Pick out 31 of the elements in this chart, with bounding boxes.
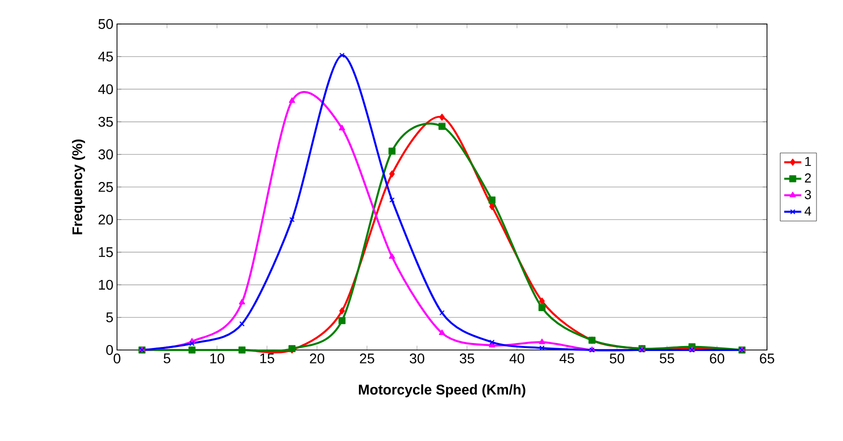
x-tick-label: 5 [164,354,170,364]
y-axis-title: Frequency (%) [72,139,86,234]
x-tick-label: 55 [660,354,674,364]
x-tick-label: 40 [510,354,524,364]
x-tick-label: 65 [760,354,774,364]
x-tick-label: 10 [210,354,224,364]
y-tick-label: 50 [98,19,113,29]
y-tick-label: 45 [98,52,113,62]
y-tick-label: 35 [98,116,113,127]
y-tick-label: 30 [98,149,113,160]
legend-label: 2 [804,173,811,182]
legend-label: 3 [804,190,811,200]
x-tick-label: 50 [610,354,624,364]
y-tick-label: 25 [98,182,113,192]
y-tick-label: 40 [98,84,113,94]
x-tick-label: 35 [460,354,474,364]
x-tick-label: 30 [410,354,424,364]
x-tick-label: 15 [260,354,274,364]
x-tick-label: 20 [310,354,324,364]
x-tick-label: 60 [710,354,724,364]
legend-label: 1 [805,156,811,166]
x-tick-label: 45 [560,354,574,364]
y-tick-label: 15 [98,247,113,258]
x-tick-label: 25 [360,354,374,364]
x-axis-title: Motorcycle Speed (Km/h) [358,384,526,398]
x-tick-label: 0 [114,354,120,364]
y-tick-label: 5 [106,312,113,322]
y-tick-label: 10 [98,280,113,290]
y-tick-label: 20 [98,214,113,225]
y-tick-label: 0 [106,345,113,355]
legend-label: 4 [804,206,812,216]
